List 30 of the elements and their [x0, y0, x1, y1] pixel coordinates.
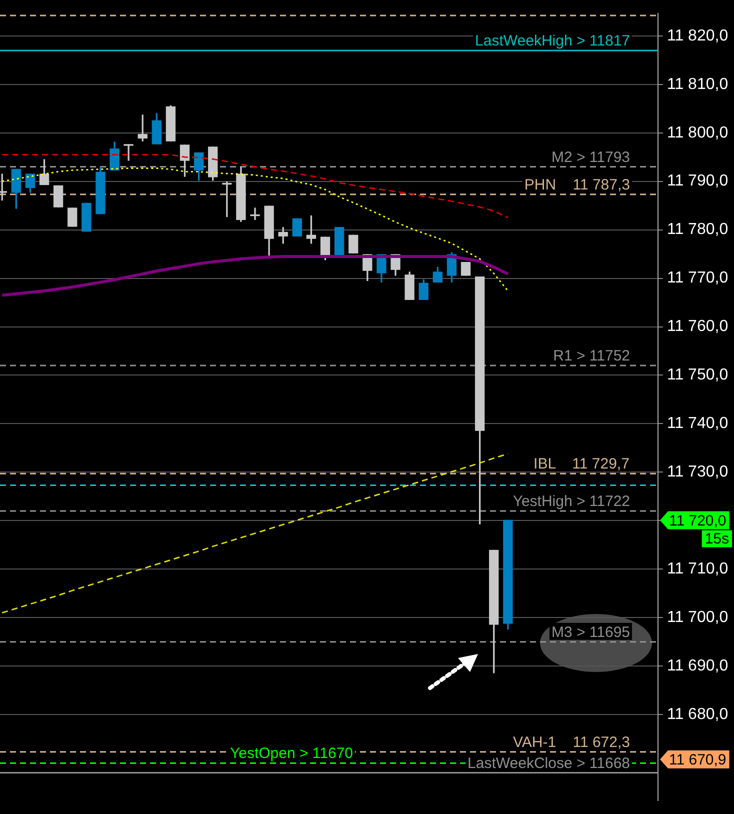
ref-line-label: M2 > 11793 — [551, 148, 630, 166]
y-tick-label: 11 690,0 — [667, 658, 728, 675]
ref-line-label: VAH-1 11 672,3 — [512, 734, 630, 751]
ref-line-label: M3 > 11695 — [551, 624, 630, 641]
y-tick-label: 11 770,0 — [667, 270, 728, 287]
ref-line-label: PHN 11 787,3 — [524, 176, 630, 194]
text: 11 720,0 — [669, 512, 726, 530]
text: 11 670,9 — [669, 752, 726, 769]
y-tick-label: 11 730,0 — [667, 464, 728, 481]
y-tick-label: 11 810,0 — [667, 76, 728, 93]
ref-line-label: IBL 11 729,7 — [534, 456, 630, 473]
y-tick-label: 11 780,0 — [667, 221, 728, 238]
ref-line-label: R1 > 11752 — [553, 348, 630, 365]
y-tick-label: 11 760,0 — [667, 318, 728, 336]
y-tick-label: 11 820,0 — [667, 27, 728, 44]
candlestick — [250, 208, 260, 220]
candlestick — [124, 144, 134, 161]
y-tick-label: 11 740,0 — [667, 415, 728, 432]
ref-line-label: YestOpen > 11670 — [230, 745, 354, 762]
ref-line-label: YestHigh > 11722 — [512, 492, 630, 510]
ref-line-label: LastWeekClose > 11668 — [468, 754, 630, 772]
text: 15s — [704, 530, 730, 548]
y-tick-label: 11 800,0 — [667, 124, 728, 142]
y-tick-label: 11 790,0 — [667, 172, 728, 190]
ref-line-label: LastWeekHigh > 11817 — [475, 32, 630, 50]
y-tick-label: 11 710,0 — [667, 560, 728, 578]
y-tick-label: 11 680,0 — [667, 706, 728, 723]
y-tick-label: 11 750,0 — [667, 366, 728, 384]
y-tick-label: 11 700,0 — [667, 609, 728, 626]
line-series — [1, 453, 509, 614]
